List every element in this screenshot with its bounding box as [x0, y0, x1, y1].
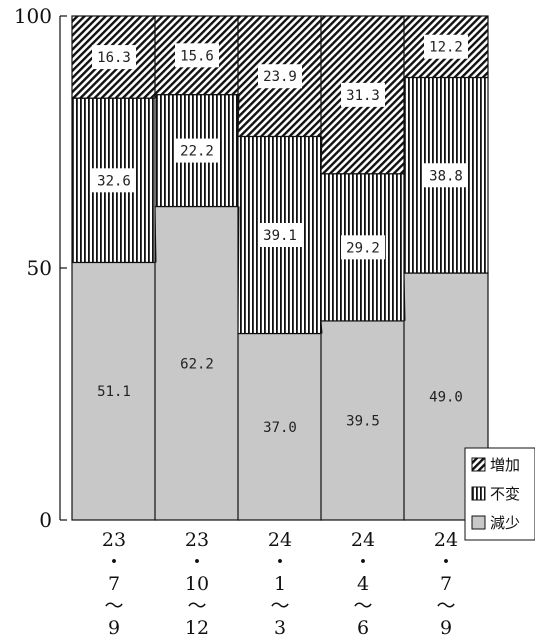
data-label-box	[341, 235, 385, 260]
x-category-label-1: ・	[104, 551, 123, 573]
x-category-label-3: 24	[268, 529, 292, 551]
data-label-box	[258, 64, 302, 89]
data-label-increase-3: 23.9	[263, 69, 297, 85]
x-category-label-2: ・	[187, 551, 206, 573]
data-label-box	[92, 45, 136, 70]
data-label-decrease-3: 37.0	[263, 420, 297, 436]
legend-swatch	[471, 515, 486, 530]
y-tick-label-100: 100	[14, 4, 52, 28]
bar-segment-decrease-2	[154, 205, 240, 521]
data-label-unchanged-4: 29.2	[346, 240, 380, 256]
x-category-label-4: ～	[353, 595, 372, 617]
x-category-label-3: 1	[274, 573, 286, 595]
x-category-label-1: 23	[102, 529, 126, 551]
data-label-box	[92, 168, 136, 193]
data-label-box	[175, 138, 219, 163]
x-category-label-4: 6	[357, 617, 369, 639]
legend-swatch	[471, 486, 486, 501]
x-category-label-4: 4	[357, 573, 369, 595]
y-axis-ticks: 0 50 100	[14, 4, 67, 532]
data-label-increase-1: 16.3	[97, 50, 131, 66]
bars-layer	[71, 15, 489, 521]
y-tick-label-50: 50	[27, 256, 52, 280]
data-label-box	[424, 34, 468, 59]
connector-line	[403, 77, 406, 174]
x-category-label-2: ～	[187, 595, 206, 617]
bar-segment-decrease-3	[237, 332, 323, 521]
x-category-label-2: 10	[185, 573, 209, 595]
x-category-label-3: ～	[270, 595, 289, 617]
x-category-label-5: 7	[440, 573, 452, 595]
legend-entry-3: 減少	[490, 514, 520, 532]
data-label-box	[175, 43, 219, 68]
data-label-unchanged-1: 32.6	[97, 173, 131, 189]
x-category-label-5: 24	[434, 529, 458, 551]
connector-line	[237, 94, 240, 137]
x-category-label-1: 7	[108, 573, 120, 595]
connector-line	[403, 273, 406, 321]
data-label-increase-4: 31.3	[346, 88, 380, 104]
bar-segment-decrease-1	[71, 261, 157, 521]
data-label-decrease-5: 49.0	[429, 390, 463, 406]
connector-line	[154, 94, 157, 99]
connector-line	[154, 206, 157, 263]
x-category-label-2: 12	[185, 617, 209, 639]
data-label-decrease-2: 62.2	[180, 356, 214, 372]
data-label-increase-2: 15.6	[180, 48, 214, 64]
bar-segment-increase-5	[403, 15, 489, 79]
x-category-label-4: 24	[351, 529, 375, 551]
connector-line	[320, 320, 323, 334]
x-category-label-1: ～	[104, 595, 123, 617]
data-label-increase-5: 12.2	[429, 40, 463, 56]
x-category-label-5: ・	[436, 551, 455, 573]
x-category-label-3: ・	[270, 551, 289, 573]
data-label-unchanged-2: 22.2	[180, 144, 214, 160]
connector-lines	[154, 77, 406, 334]
data-label-unchanged-5: 38.8	[429, 168, 463, 184]
legend-entry-1: 増加	[490, 456, 520, 474]
data-label-box	[341, 82, 385, 107]
connector-line	[320, 136, 323, 174]
legend-entry-2: 不変	[490, 485, 520, 503]
data-label-decrease-4: 39.5	[346, 413, 380, 429]
data-label-box	[424, 163, 468, 188]
bar-segment-unchanged-3	[237, 135, 323, 335]
x-category-label-1: 9	[108, 617, 120, 639]
x-category-label-2: 23	[185, 529, 209, 551]
bar-segment-decrease-4	[320, 320, 406, 521]
x-category-label-5: 9	[440, 617, 452, 639]
connector-line	[237, 206, 240, 334]
data-label-decrease-1: 51.1	[97, 384, 131, 400]
x-category-label-4: ・	[353, 551, 372, 573]
data-labels: 51.1 32.6 16.3 62.2 22.2 15.6 37.0 39.1 23.9 39.5…	[92, 34, 468, 436]
x-category-label-3: 3	[274, 617, 286, 639]
data-label-box	[258, 222, 302, 247]
data-label-unchanged-3: 39.1	[263, 228, 297, 244]
y-tick-label-0: 0	[39, 508, 52, 532]
legend-swatch	[471, 457, 486, 472]
x-category-label-5: ～	[436, 595, 455, 617]
